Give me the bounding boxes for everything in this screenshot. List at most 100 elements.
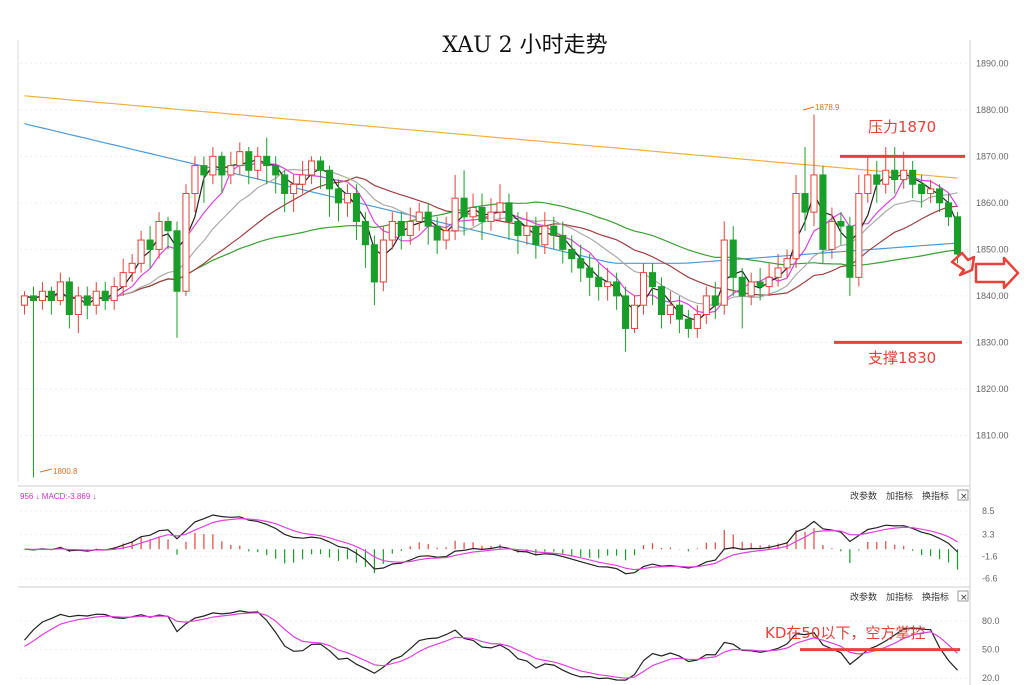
candle bbox=[451, 174, 459, 241]
macd-tick-label: -1.6 bbox=[982, 551, 998, 561]
kd-annotation: KD在50以下，空方掌控 bbox=[765, 624, 925, 642]
candle bbox=[334, 179, 343, 222]
kd-change-params-button[interactable]: 改参数 bbox=[850, 591, 877, 603]
candle bbox=[83, 286, 91, 320]
kd-switch-indicator-button[interactable]: 换指标 bbox=[922, 591, 949, 603]
candle bbox=[227, 151, 235, 185]
candle bbox=[424, 202, 432, 245]
candle bbox=[361, 212, 369, 268]
candle bbox=[622, 286, 630, 352]
candle bbox=[352, 184, 360, 241]
candle bbox=[245, 147, 253, 185]
candle bbox=[864, 156, 872, 203]
candle bbox=[702, 286, 710, 324]
candle bbox=[406, 207, 414, 245]
candle bbox=[290, 174, 298, 213]
candle bbox=[550, 216, 558, 250]
y-tick-label: 1890.00 bbox=[976, 58, 1009, 68]
down-arrow-icon bbox=[950, 251, 976, 277]
candle bbox=[173, 221, 181, 338]
candle bbox=[541, 212, 549, 255]
candle bbox=[810, 114, 818, 227]
candle bbox=[613, 272, 621, 310]
candle bbox=[846, 216, 854, 296]
candle bbox=[666, 291, 674, 324]
kd-tick-label: 80.0 bbox=[982, 616, 1000, 626]
y-tick-label: 1840.00 bbox=[976, 291, 1009, 301]
candle bbox=[433, 216, 441, 255]
close-icon[interactable] bbox=[957, 489, 969, 501]
y-tick-label: 1830.00 bbox=[976, 337, 1009, 347]
candle bbox=[882, 147, 890, 194]
y-tick-label: 1820.00 bbox=[976, 384, 1009, 394]
candle bbox=[379, 226, 387, 292]
candle bbox=[577, 244, 585, 282]
change-params-button[interactable]: 改参数 bbox=[850, 490, 877, 502]
kd-tick-label: 50.0 bbox=[982, 645, 1000, 655]
macd-dif-line bbox=[24, 514, 958, 575]
candle bbox=[505, 193, 513, 241]
switch-indicator-button[interactable]: 换指标 bbox=[922, 490, 949, 502]
candle bbox=[837, 212, 845, 245]
candle bbox=[747, 272, 755, 306]
candle bbox=[370, 235, 378, 306]
macd-dea-line bbox=[24, 517, 958, 571]
support-annotation: 支撑1830 bbox=[834, 340, 962, 367]
ma5-line bbox=[24, 158, 959, 322]
candle bbox=[927, 179, 935, 203]
candle bbox=[873, 160, 881, 203]
candle bbox=[191, 156, 199, 213]
candle bbox=[182, 184, 190, 296]
candle bbox=[855, 174, 863, 287]
candle bbox=[657, 277, 666, 329]
price-panel: 1890.00 1880.00 1870.00 1860.00 1850.00 1840.… bbox=[17, 40, 1009, 685]
candle bbox=[65, 277, 73, 329]
candle bbox=[442, 216, 450, 250]
y-tick-label: 1850.00 bbox=[976, 244, 1009, 254]
candle bbox=[397, 212, 405, 250]
candle bbox=[630, 295, 639, 334]
candle bbox=[639, 263, 648, 315]
candle bbox=[388, 212, 396, 250]
kd-close-button[interactable]: × bbox=[960, 593, 968, 603]
macd-panel: 956 ↓ MACD:-3.869 ↓ 改参数 加指标 换指标 × 8.5 3.3… bbox=[20, 489, 998, 584]
macd-label: 956 ↓ MACD:-3.869 ↓ bbox=[20, 492, 96, 501]
kd-k-line bbox=[24, 610, 958, 681]
y-tick-label: 1880.00 bbox=[976, 105, 1009, 115]
candle bbox=[343, 184, 352, 217]
candle bbox=[164, 216, 172, 250]
candle bbox=[944, 193, 953, 227]
y-tick-label: 1860.00 bbox=[976, 198, 1009, 208]
macd-panel-buttons: 改参数 加指标 换指标 × bbox=[850, 489, 969, 502]
support-label: 支撑1830 bbox=[868, 349, 936, 367]
kd-add-indicator-button[interactable]: 加指标 bbox=[886, 591, 913, 603]
candle bbox=[756, 267, 764, 301]
close-button[interactable]: × bbox=[960, 492, 968, 502]
candle bbox=[47, 286, 55, 315]
kd-close-icon[interactable] bbox=[957, 590, 969, 602]
add-indicator-button[interactable]: 加指标 bbox=[886, 490, 913, 502]
resistance-label: 压力1870 bbox=[868, 118, 936, 136]
candle bbox=[218, 151, 226, 194]
candle bbox=[693, 305, 701, 338]
candle bbox=[299, 160, 307, 194]
candle bbox=[496, 184, 504, 222]
candle bbox=[272, 156, 280, 194]
candle bbox=[918, 174, 926, 208]
low-marker: 1800.8 bbox=[39, 467, 78, 476]
candle bbox=[792, 174, 800, 268]
candle bbox=[568, 235, 576, 273]
candle bbox=[281, 170, 289, 213]
candle bbox=[38, 281, 46, 310]
candle bbox=[146, 226, 154, 268]
candle bbox=[828, 207, 836, 259]
ma20-line bbox=[24, 168, 958, 307]
candle bbox=[460, 170, 468, 236]
candle bbox=[56, 272, 64, 306]
macd-tick-label: 3.3 bbox=[982, 529, 995, 539]
candle bbox=[595, 263, 603, 301]
candle bbox=[263, 137, 271, 185]
candle bbox=[648, 263, 657, 306]
candle bbox=[909, 160, 917, 199]
